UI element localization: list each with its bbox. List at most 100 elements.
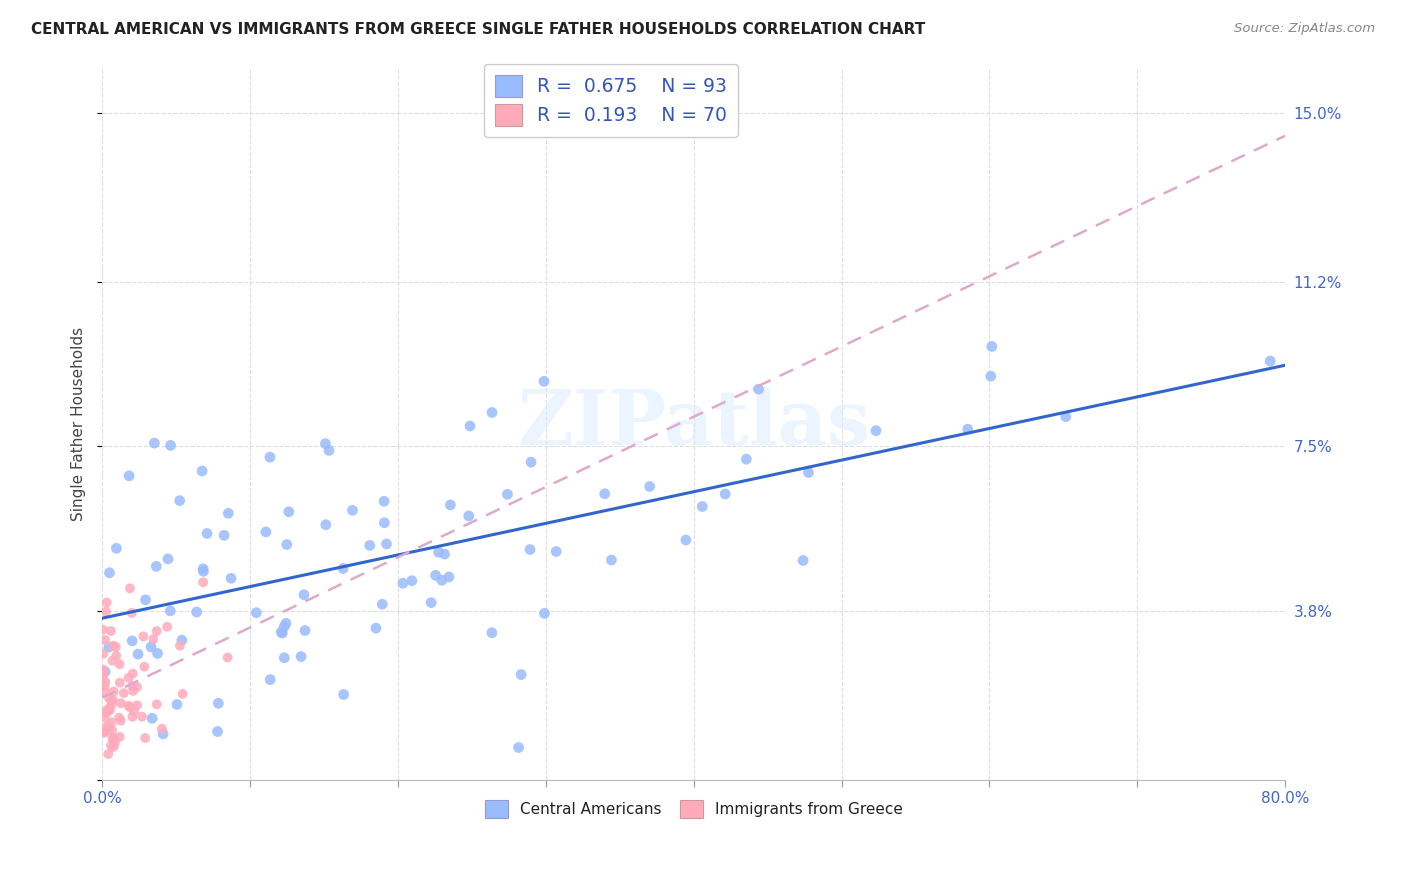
Point (93, 725, 115, 739)
Point (94, 605, 117, 619)
Point (91, 663, 114, 677)
Point (375, 537, 398, 551)
Point (457, 508, 479, 523)
Point (254, 524, 277, 539)
Point (94, 633, 117, 648)
Point (94, 685, 117, 699)
Point (425, 568, 447, 582)
Point (458, 419, 481, 434)
Point (217, 650, 239, 665)
Text: CENTRAL AMERICAN VS IMMIGRANTS FROM GREECE SINGLE FATHER HOUSEHOLDS CORRELATION : CENTRAL AMERICAN VS IMMIGRANTS FROM GREE… (31, 22, 925, 37)
Legend: Central Americans, Immigrants from Greece: Central Americans, Immigrants from Greec… (477, 792, 910, 825)
Point (159, 604, 181, 618)
Point (118, 468, 141, 483)
Point (191, 464, 214, 478)
Point (420, 596, 443, 610)
Point (93, 679, 115, 693)
Point (121, 606, 143, 620)
Point (142, 632, 165, 647)
Point (496, 487, 519, 501)
Point (865, 424, 887, 438)
Point (91, 623, 114, 637)
Point (533, 375, 555, 389)
Point (675, 533, 697, 547)
Point (100, 694, 122, 708)
Point (1054, 409, 1077, 424)
Point (93, 647, 115, 661)
Point (118, 582, 141, 596)
Point (97, 747, 120, 761)
Point (273, 650, 295, 665)
Point (219, 571, 242, 585)
Point (274, 616, 297, 631)
Point (96, 595, 118, 609)
Point (145, 698, 167, 712)
Point (427, 545, 450, 559)
Point (714, 487, 737, 501)
Point (127, 647, 149, 661)
Point (121, 666, 143, 681)
Point (481, 625, 503, 640)
Point (108, 657, 131, 672)
Point (520, 455, 543, 469)
Point (101, 654, 124, 668)
Point (141, 711, 163, 725)
Point (433, 547, 456, 561)
Point (519, 542, 541, 557)
Point (980, 369, 1002, 384)
Point (135, 592, 157, 607)
Point (546, 544, 568, 558)
Point (96, 705, 118, 719)
Point (359, 538, 381, 552)
Point (103, 639, 125, 653)
Point (332, 688, 354, 702)
Point (392, 576, 415, 591)
Point (748, 382, 770, 396)
Point (439, 498, 461, 512)
Point (169, 493, 191, 508)
Point (139, 640, 162, 654)
Point (259, 450, 281, 465)
Point (96, 704, 118, 718)
Point (294, 624, 316, 638)
Point (315, 517, 337, 532)
Point (103, 739, 125, 754)
Point (127, 698, 149, 713)
Point (792, 553, 814, 567)
Point (146, 647, 169, 661)
Point (122, 684, 145, 698)
Point (276, 537, 298, 551)
Point (103, 684, 125, 698)
Point (314, 436, 336, 450)
Point (131, 709, 153, 723)
Point (91, 670, 114, 684)
Point (152, 727, 174, 741)
Point (172, 687, 194, 701)
Point (273, 619, 295, 633)
Point (96, 719, 118, 733)
Point (1258, 354, 1281, 368)
Point (481, 405, 503, 419)
Point (101, 692, 124, 706)
Point (170, 633, 193, 648)
Point (145, 624, 167, 639)
Point (259, 673, 281, 687)
Point (101, 723, 124, 738)
Point (318, 443, 340, 458)
Point (97, 720, 120, 734)
Point (292, 588, 315, 602)
Point (277, 505, 299, 519)
Point (638, 479, 661, 493)
Point (150, 722, 173, 736)
Point (108, 730, 131, 744)
Point (97, 640, 120, 654)
Point (212, 528, 235, 542)
Point (373, 494, 395, 508)
Point (118, 671, 141, 685)
Point (98, 566, 121, 580)
Point (98, 691, 121, 706)
Point (100, 624, 122, 638)
Point (117, 698, 139, 713)
Point (245, 606, 267, 620)
Point (101, 732, 124, 747)
